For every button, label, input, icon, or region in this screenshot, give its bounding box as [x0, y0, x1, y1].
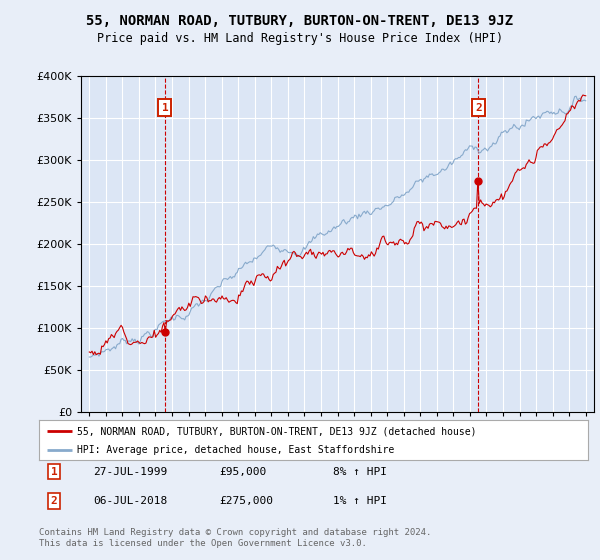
- Text: Price paid vs. HM Land Registry's House Price Index (HPI): Price paid vs. HM Land Registry's House …: [97, 32, 503, 45]
- Text: 1: 1: [161, 102, 168, 113]
- Text: 1% ↑ HPI: 1% ↑ HPI: [333, 496, 387, 506]
- Text: £275,000: £275,000: [219, 496, 273, 506]
- Text: 2: 2: [475, 102, 482, 113]
- Text: 55, NORMAN ROAD, TUTBURY, BURTON-ON-TRENT, DE13 9JZ: 55, NORMAN ROAD, TUTBURY, BURTON-ON-TREN…: [86, 14, 514, 28]
- Text: 06-JUL-2018: 06-JUL-2018: [93, 496, 167, 506]
- Text: £95,000: £95,000: [219, 466, 266, 477]
- Text: 27-JUL-1999: 27-JUL-1999: [93, 466, 167, 477]
- Text: Contains HM Land Registry data © Crown copyright and database right 2024.
This d: Contains HM Land Registry data © Crown c…: [39, 528, 431, 548]
- Text: 55, NORMAN ROAD, TUTBURY, BURTON-ON-TRENT, DE13 9JZ (detached house): 55, NORMAN ROAD, TUTBURY, BURTON-ON-TREN…: [77, 426, 477, 436]
- Text: 2: 2: [50, 496, 58, 506]
- Text: HPI: Average price, detached house, East Staffordshire: HPI: Average price, detached house, East…: [77, 445, 395, 455]
- Text: 1: 1: [50, 466, 58, 477]
- Text: 8% ↑ HPI: 8% ↑ HPI: [333, 466, 387, 477]
